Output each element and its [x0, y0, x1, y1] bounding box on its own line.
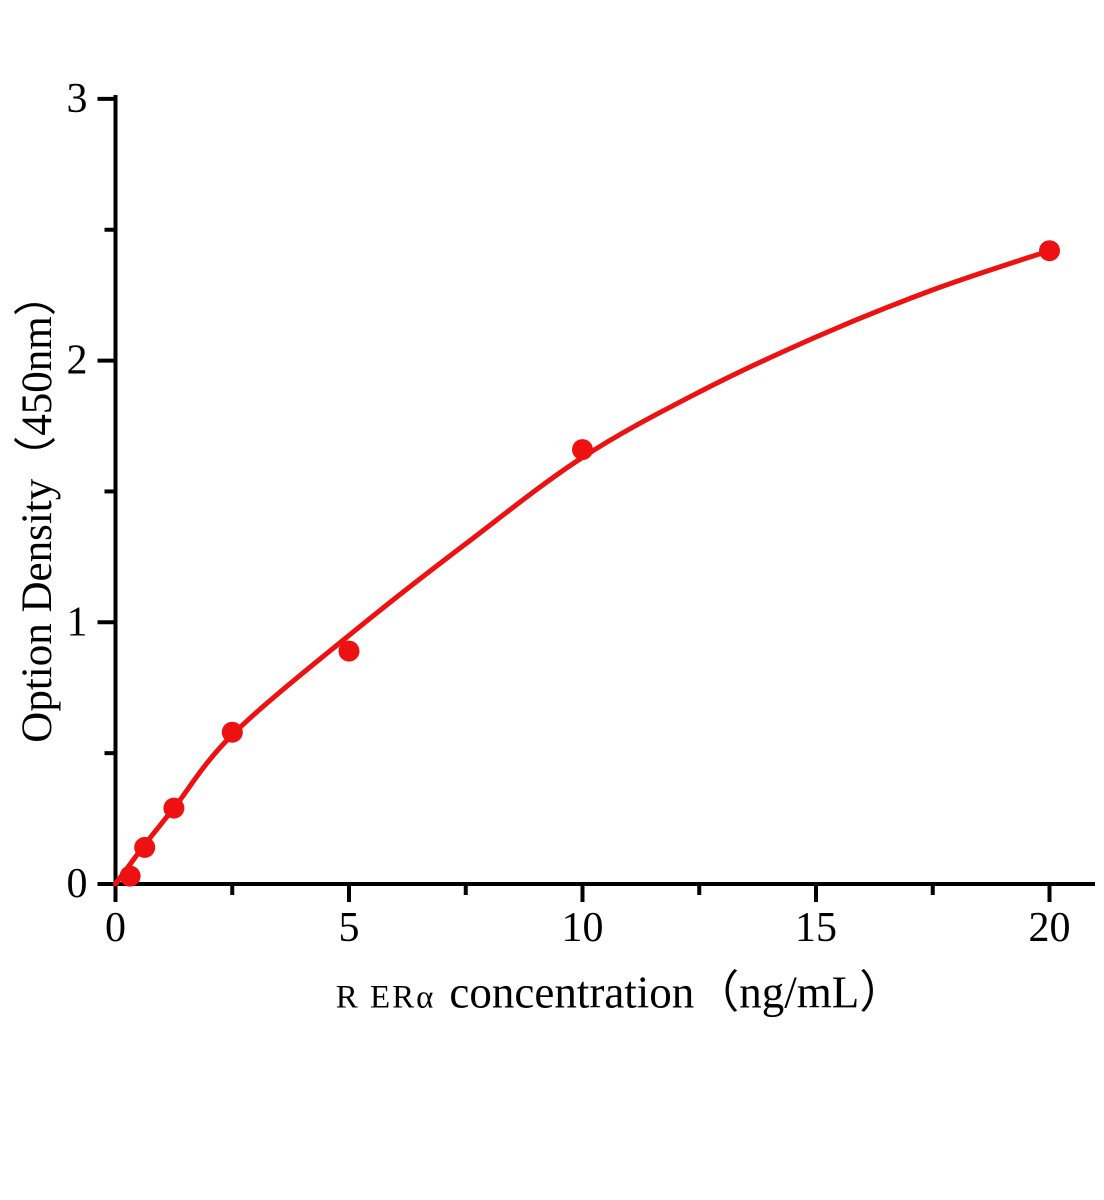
data-point: [163, 797, 185, 819]
x-tick-label: 10: [562, 905, 604, 951]
data-point: [134, 836, 156, 858]
y-tick-label: 2: [67, 338, 88, 384]
fit-curve: [113, 248, 1052, 887]
y-tick-label: 1: [67, 599, 88, 645]
y-axis-title: Option Density（450nm）: [14, 273, 61, 743]
x-tick-label: 20: [1029, 905, 1071, 951]
x-axis-title-rest: concentration（ng/mL）: [449, 967, 905, 1018]
y-tick-label: 3: [67, 76, 88, 122]
data-point: [221, 721, 243, 743]
x-tick-label: 15: [795, 905, 837, 951]
x-axis-title-prefix: R ERα: [335, 979, 436, 1016]
y-tick-label: 0: [67, 861, 88, 907]
data-point: [119, 865, 141, 887]
x-tick-label: 0: [105, 905, 126, 951]
x-axis-title: R ERα concentration（ng/mL）: [336, 956, 905, 1021]
data-point: [338, 640, 360, 662]
data-point: [1039, 240, 1060, 262]
data-point: [572, 439, 593, 461]
x-tick-label: 5: [339, 905, 360, 951]
